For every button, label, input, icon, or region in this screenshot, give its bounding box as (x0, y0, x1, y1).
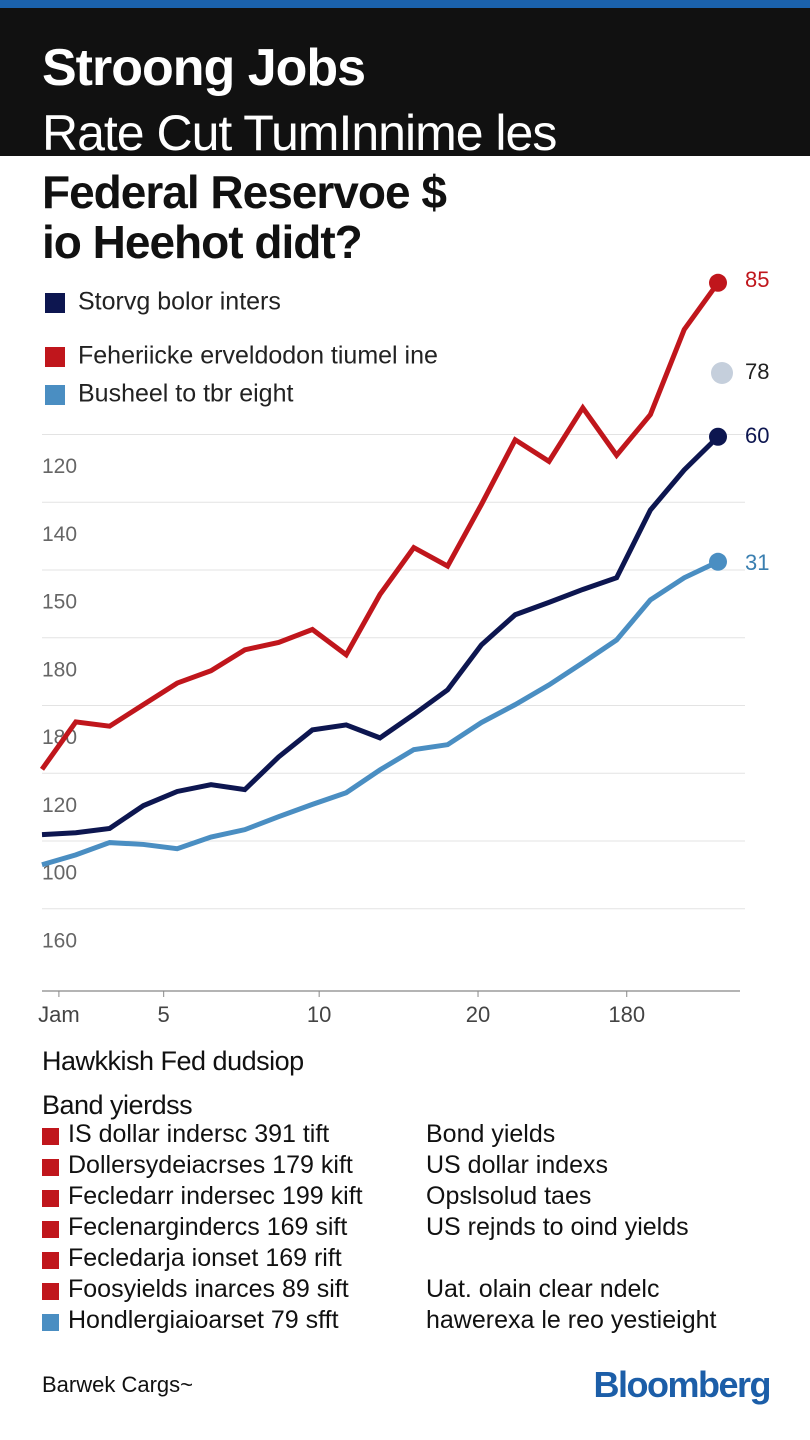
annotation: 31 (745, 550, 769, 575)
source: Barwek Cargs~ (42, 1372, 194, 1397)
section-subtitle: Band yierdss (42, 1090, 193, 1120)
item-label: Fecledarr indersec 199 kift (68, 1182, 363, 1210)
item-row: Fecledarja ionset 169 rift (42, 1244, 762, 1274)
x-tick-label: 180 (608, 1002, 645, 1027)
series-line (41, 434, 720, 838)
annotation: 78 (745, 359, 769, 384)
legend-swatch (45, 347, 65, 367)
item-swatch (42, 1221, 59, 1238)
x-tick-label: 10 (307, 1002, 331, 1027)
chart-subtitle: io Heehot didt? (42, 216, 363, 268)
legend-label: Storvg bolor inters (78, 288, 281, 316)
end-dot (709, 273, 727, 292)
annotation: 60 (745, 423, 769, 448)
legend-label: Busheel to tbr eight (78, 380, 293, 408)
end-dot (709, 427, 727, 446)
y-tick-label: 160 (42, 929, 77, 952)
x-tick-label: Jam (38, 1002, 80, 1027)
item-note: hawerexa le reo yestieight (426, 1306, 717, 1334)
x-tick-label: 5 (158, 1002, 170, 1027)
y-tick-label: 120 (42, 794, 77, 817)
series-line (41, 559, 720, 868)
series-line (39, 281, 721, 771)
brand: Bloomberg (593, 1364, 771, 1405)
end-dot (709, 552, 727, 571)
item-swatch (42, 1190, 59, 1207)
section-title: Hawkkish Fed dudsiop (42, 1046, 304, 1076)
item-note: Uat. olain clear ndelc (426, 1275, 660, 1303)
item-note: US dollar indexs (426, 1151, 609, 1179)
item-row: Dollersydeiacrses 179 kift US dollar inde… (42, 1151, 762, 1181)
item-label: IS dollar indersc 391 tift (68, 1120, 330, 1148)
item-label: Foosyields inarces 89 sift (68, 1275, 349, 1303)
legend-swatch (45, 293, 65, 313)
item-row: IS dollar indersc 391 tift Bond yields (42, 1120, 762, 1150)
top-strip (0, 0, 810, 8)
item-swatch (42, 1314, 59, 1331)
legend-label: Feheriicke erveldodon tiumel ine (78, 342, 438, 370)
item-note: US rejnds to oind yields (426, 1213, 689, 1241)
item-row: Foosyields inarces 89 sift Uat. olain cle… (42, 1275, 762, 1305)
item-note: Bond yields (426, 1120, 556, 1148)
item-label: Dollersydeiacrses 179 kift (68, 1151, 353, 1179)
item-swatch (42, 1159, 59, 1176)
legend-swatch (45, 385, 65, 405)
item-row: Fecledarr indersec 199 kift Opslsolud tae… (42, 1182, 762, 1212)
item-row: Feclenargindercs 169 sift US rejnds to oi… (42, 1213, 762, 1243)
item-swatch (42, 1128, 59, 1145)
item-label: Feclenargindercs 169 sift (68, 1213, 348, 1241)
header-band (0, 8, 810, 156)
y-tick-label: 180 (42, 658, 77, 681)
y-tick-label: 150 (42, 591, 77, 614)
x-tick-label: 20 (466, 1002, 490, 1027)
y-tick-label: 140 (42, 523, 77, 546)
y-tick-label: 120 (42, 455, 77, 478)
item-label: Hondlergiaioarset 79 sfft (68, 1306, 339, 1334)
y-tick-label: 100 (42, 862, 77, 885)
annotation: 85 (745, 267, 769, 292)
header-title: Stroong Jobs (42, 39, 366, 97)
item-swatch (42, 1283, 59, 1300)
chart-title: Federal Reservoe $ (42, 166, 447, 218)
item-note: Opslsolud taes (426, 1182, 592, 1210)
item-label: Fecledarja ionset 169 rift (68, 1244, 342, 1272)
item-swatch (42, 1252, 59, 1269)
marker-dot (711, 362, 733, 384)
header-subtitle: Rate Cut TumInnime les (42, 105, 557, 161)
item-row: Hondlergiaioarset 79 sfft hawerexa le reo… (42, 1306, 762, 1336)
